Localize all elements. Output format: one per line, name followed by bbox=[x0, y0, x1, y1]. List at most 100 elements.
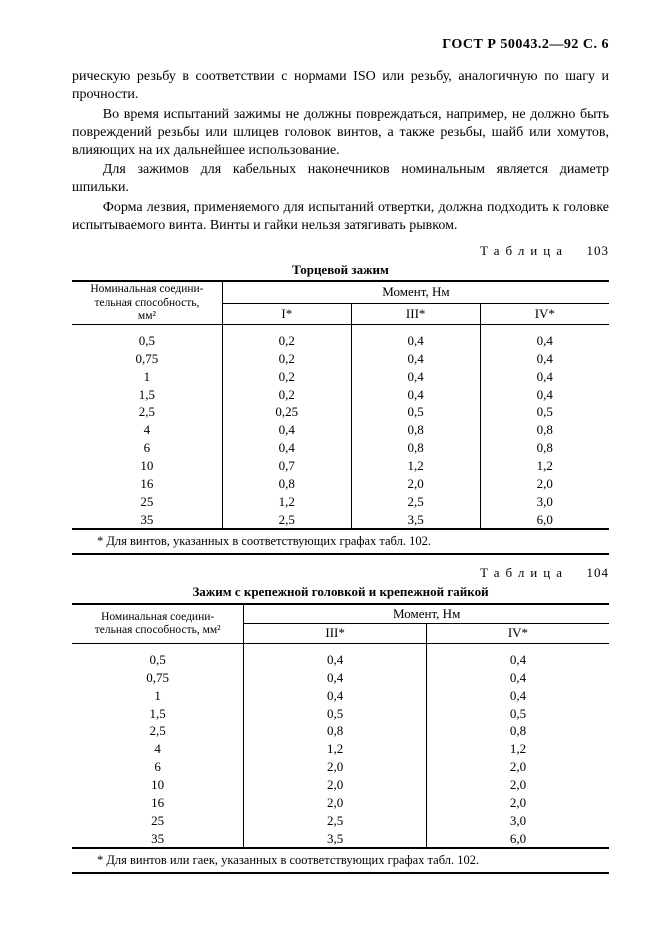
table-103: Номинальная соедини- тельная способность… bbox=[72, 280, 609, 530]
table-cell: 0,4 bbox=[426, 669, 609, 687]
table-cell: 10 bbox=[72, 457, 222, 475]
table-104-col-iii: III* bbox=[244, 624, 427, 644]
table-cell: 3,5 bbox=[244, 830, 427, 849]
table-cell: 16 bbox=[72, 475, 222, 493]
head-nominal-l2: тельная способность, bbox=[94, 297, 199, 309]
table-cell: 2,0 bbox=[480, 475, 609, 493]
table-cell: 2,5 bbox=[244, 812, 427, 830]
table-cell: 2,0 bbox=[426, 794, 609, 812]
table-cell: 0,8 bbox=[426, 722, 609, 740]
paragraph-4: Форма лезвия, применяемого для испытаний… bbox=[72, 199, 609, 235]
table-cell: 0,5 bbox=[426, 705, 609, 723]
table-103-col-iv: IV* bbox=[480, 303, 609, 324]
table-cell: 0,8 bbox=[351, 421, 480, 439]
table-cell: 4 bbox=[72, 421, 222, 439]
table-104-footnote: * Для винтов или гаек, указанных в соотв… bbox=[72, 852, 609, 874]
table-row: 1,50,20,40,4 bbox=[72, 386, 609, 404]
table-cell: 0,4 bbox=[426, 643, 609, 668]
table-104-col-iv: IV* bbox=[426, 624, 609, 644]
table-cell: 0,7 bbox=[222, 457, 351, 475]
table-row: 2,50,250,50,5 bbox=[72, 403, 609, 421]
table-row: 0,750,20,40,4 bbox=[72, 350, 609, 368]
table-row: 10,20,40,4 bbox=[72, 368, 609, 386]
table-104-head-nominal: Номинальная соедини- тельная способность… bbox=[72, 604, 244, 644]
table-row: 62,02,0 bbox=[72, 758, 609, 776]
table-cell: 0,5 bbox=[244, 705, 427, 723]
table-row: 10,40,4 bbox=[72, 687, 609, 705]
table-cell: 1,2 bbox=[222, 493, 351, 511]
table-cell: 35 bbox=[72, 830, 244, 849]
table-cell: 10 bbox=[72, 776, 244, 794]
table-cell: 6,0 bbox=[480, 511, 609, 530]
table-row: 102,02,0 bbox=[72, 776, 609, 794]
table-cell: 0,5 bbox=[72, 324, 222, 349]
table-cell: 2,5 bbox=[351, 493, 480, 511]
table-cell: 0,4 bbox=[222, 421, 351, 439]
table-cell: 0,4 bbox=[351, 386, 480, 404]
table-cell: 1,5 bbox=[72, 705, 244, 723]
table-104: Номинальная соедини- тельная способность… bbox=[72, 603, 609, 850]
table-cell: 0,8 bbox=[222, 475, 351, 493]
table-103-footnote: * Для винтов, указанных в соответствующи… bbox=[72, 533, 609, 555]
table-cell: 0,75 bbox=[72, 350, 222, 368]
table-row: 251,22,53,0 bbox=[72, 493, 609, 511]
table-cell: 2,5 bbox=[222, 511, 351, 530]
table-cell: 0,4 bbox=[244, 643, 427, 668]
table-cell: 0,4 bbox=[351, 324, 480, 349]
table-cell: 0,8 bbox=[480, 439, 609, 457]
head-nominal-l1: Номинальная соедини- bbox=[90, 283, 203, 295]
table-103-label: Таблица 103 bbox=[72, 243, 609, 260]
table-103-head-nominal: Номинальная соедини- тельная способность… bbox=[72, 281, 222, 324]
table-104-moment-header: Момент, Нм bbox=[244, 604, 609, 624]
table-cell: 1,2 bbox=[244, 740, 427, 758]
table-cell: 25 bbox=[72, 493, 222, 511]
table-cell: 0,2 bbox=[222, 350, 351, 368]
table-row: 60,40,80,8 bbox=[72, 439, 609, 457]
table-cell: 0,5 bbox=[480, 403, 609, 421]
table-row: 0,750,40,4 bbox=[72, 669, 609, 687]
table-row: 252,53,0 bbox=[72, 812, 609, 830]
table-cell: 16 bbox=[72, 794, 244, 812]
table-row: 352,53,56,0 bbox=[72, 511, 609, 530]
table-103-title: Торцевой зажим bbox=[72, 262, 609, 279]
table-103-col-iii: III* bbox=[351, 303, 480, 324]
head-nominal-l1: Номинальная соедини- bbox=[101, 611, 214, 623]
page-header: ГОСТ Р 50043.2—92 С. 6 bbox=[72, 36, 609, 54]
table-cell: 6 bbox=[72, 439, 222, 457]
table-cell: 1,2 bbox=[426, 740, 609, 758]
paragraph-3: Для зажимов для кабельных наконечников н… bbox=[72, 161, 609, 197]
table-cell: 2,0 bbox=[244, 794, 427, 812]
table-104-title: Зажим с крепежной головкой и крепежной г… bbox=[72, 584, 609, 601]
table-row: 40,40,80,8 bbox=[72, 421, 609, 439]
table-cell: 2,0 bbox=[351, 475, 480, 493]
table-cell: 0,4 bbox=[351, 350, 480, 368]
table-cell: 0,75 bbox=[72, 669, 244, 687]
table-cell: 1 bbox=[72, 368, 222, 386]
table-row: 353,56,0 bbox=[72, 830, 609, 849]
table-cell: 0,8 bbox=[351, 439, 480, 457]
table-row: 1,50,50,5 bbox=[72, 705, 609, 723]
table-cell: 3,5 bbox=[351, 511, 480, 530]
table-cell: 0,4 bbox=[480, 368, 609, 386]
table-cell: 0,4 bbox=[480, 386, 609, 404]
table-row: 2,50,80,8 bbox=[72, 722, 609, 740]
table-cell: 3,0 bbox=[426, 812, 609, 830]
table-cell: 1,2 bbox=[480, 457, 609, 475]
table-103-col-i: I* bbox=[222, 303, 351, 324]
paragraph-1: рическую резьбу в соответствии с нормами… bbox=[72, 68, 609, 104]
table-label-number: 104 bbox=[587, 565, 610, 580]
table-cell: 0,4 bbox=[426, 687, 609, 705]
table-cell: 6,0 bbox=[426, 830, 609, 849]
table-cell: 2,0 bbox=[426, 776, 609, 794]
table-cell: 1,5 bbox=[72, 386, 222, 404]
table-cell: 0,5 bbox=[351, 403, 480, 421]
table-cell: 1,2 bbox=[351, 457, 480, 475]
table-cell: 4 bbox=[72, 740, 244, 758]
table-cell: 0,4 bbox=[244, 669, 427, 687]
table-cell: 0,4 bbox=[480, 324, 609, 349]
table-103-moment-header: Момент, Нм bbox=[222, 281, 609, 303]
table-cell: 0,2 bbox=[222, 324, 351, 349]
table-cell: 6 bbox=[72, 758, 244, 776]
table-cell: 2,0 bbox=[426, 758, 609, 776]
table-row: 160,82,02,0 bbox=[72, 475, 609, 493]
